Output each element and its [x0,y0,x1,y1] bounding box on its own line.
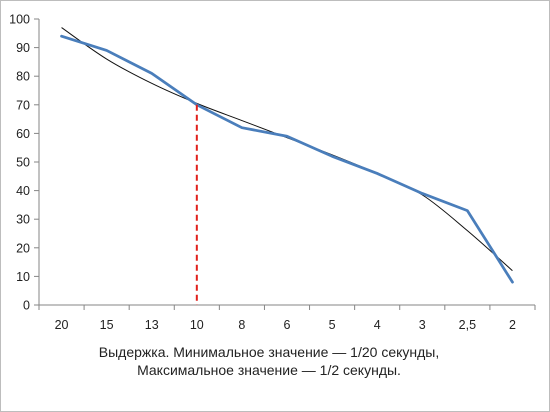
y-tick-label: 30 [16,213,30,227]
y-tick-label: 60 [16,127,30,141]
y-tick-label: 50 [16,156,30,170]
x-tick-label: 2 [509,318,516,332]
y-tick-label: 40 [16,184,30,198]
y-tick-label: 80 [16,70,30,84]
y-tick-label: 0 [23,299,30,313]
caption-line-2: Максимальное значение — 1/2 секунды. [137,362,401,378]
y-tick-label: 20 [16,241,30,255]
x-tick-label: 10 [190,318,204,332]
x-tick-label: 5 [329,318,336,332]
x-tick-label: 6 [284,318,291,332]
x-tick-label: 2,5 [459,318,476,332]
x-tick-label: 20 [55,318,69,332]
y-tick-label: 100 [9,13,30,27]
x-tick-label: 15 [100,318,114,332]
y-tick-label: 90 [16,41,30,55]
y-tick-label: 70 [16,98,30,112]
chart-caption: Выдержка. Минимальное значение — 1/20 се… [79,343,459,379]
series-line [60,34,514,284]
x-tick-label: 4 [374,318,381,332]
trend-curve [61,27,513,272]
x-tick-label: 13 [145,318,159,332]
x-tick-label: 8 [238,318,245,332]
caption-line-1: Выдержка. Минимальное значение — 1/20 се… [98,344,440,360]
x-tick-label: 3 [419,318,426,332]
y-tick-label: 10 [16,270,30,284]
